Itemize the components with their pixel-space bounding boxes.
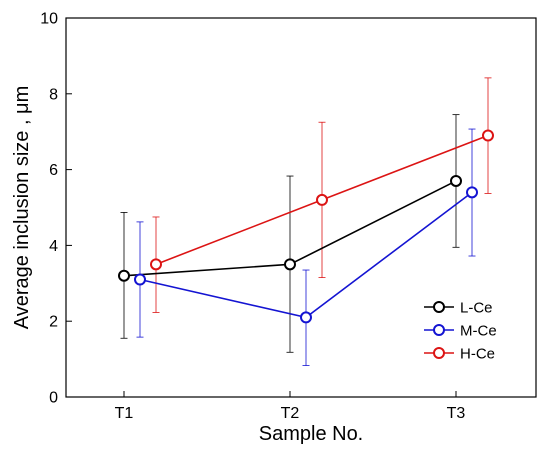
data-point-m-ce [300,311,312,324]
x-axis-title: Sample No. [259,423,364,445]
legend-marker-m-ce [433,324,445,336]
legend-label-h-ce: H-Ce [460,346,495,363]
y-tick-label: 4 [49,238,58,255]
data-point-l-ce [450,174,462,187]
data-point-l-ce [284,258,296,271]
legend-label-l-ce: L-Ce [460,300,493,317]
y-tick-label: 0 [49,390,58,407]
data-point-m-ce [466,186,478,199]
x-axis: T1 T2 T3 [115,391,466,422]
series-markers [118,129,494,324]
data-point-l-ce [118,269,130,282]
x-tick-label: T3 [447,405,466,422]
y-axis: 0 2 4 6 8 10 [40,11,72,407]
y-axis-title: Average inclusion size , μm [11,86,33,330]
plot-frame [65,17,537,398]
data-point-h-ce [316,193,328,206]
data-point-h-ce [150,258,162,271]
y-tick-label: 6 [49,162,58,179]
legend-label-m-ce: M-Ce [460,323,497,340]
x-tick-label: T2 [281,405,300,422]
y-tick-label: 10 [40,11,58,28]
legend: L-Ce M-Ce H-Ce [424,300,497,363]
y-tick-label: 2 [49,314,58,331]
data-point-m-ce [134,273,146,286]
legend-marker-l-ce [433,301,445,313]
y-tick-label: 8 [49,86,58,103]
legend-marker-h-ce [433,347,445,359]
data-point-h-ce [482,129,494,142]
x-tick-label: T1 [115,405,134,422]
